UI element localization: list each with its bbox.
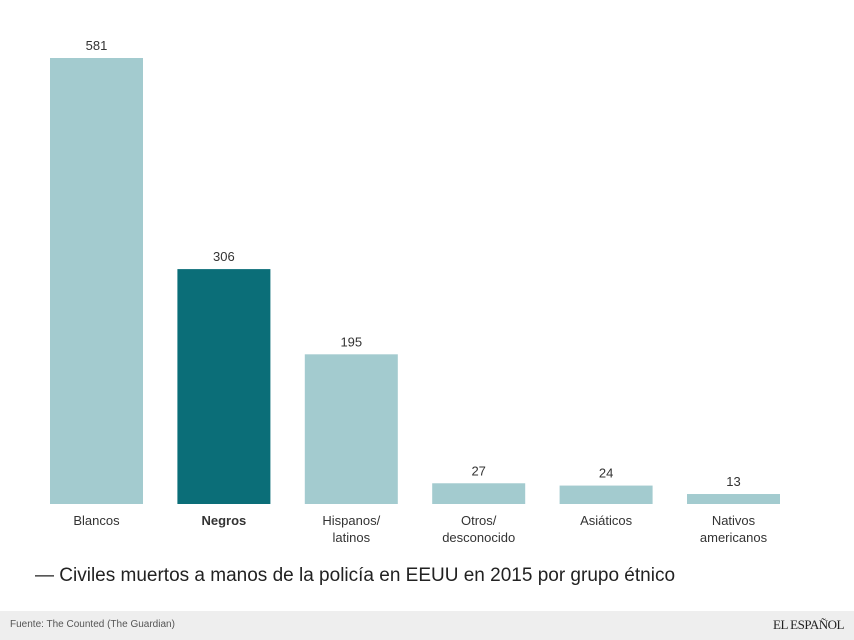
bar — [687, 494, 780, 504]
bar — [432, 483, 526, 504]
bar — [177, 269, 271, 504]
x-tick-label: Nativos americanos — [699, 513, 768, 545]
bar — [559, 485, 653, 504]
value-label: 581 — [86, 38, 108, 53]
x-tick-label: Negros — [201, 513, 247, 528]
x-tick-label: Otros/ desconocido — [442, 513, 516, 545]
chart-title: — Civiles muertos a manos de la policía … — [35, 565, 676, 586]
source: Fuente: The Counted (The Guardian) — [10, 619, 175, 630]
value-label: 27 — [471, 463, 485, 478]
bar — [50, 58, 143, 504]
value-label: 195 — [340, 334, 362, 349]
logo: EL ESPAÑOL — [773, 617, 844, 632]
x-tick-label: Asiáticos — [580, 513, 633, 528]
value-label: 13 — [726, 474, 740, 489]
footer: Fuente: The Counted (The Guardian) EL ES… — [0, 611, 854, 640]
x-tick-label: Hispanos/ latinos — [322, 513, 381, 545]
chart: 581 306 195 27 24 13 — [50, 38, 780, 504]
x-tick-label: Blancos — [73, 513, 120, 528]
bar — [304, 354, 398, 504]
value-label: 24 — [599, 466, 613, 481]
value-label: 306 — [213, 249, 235, 264]
